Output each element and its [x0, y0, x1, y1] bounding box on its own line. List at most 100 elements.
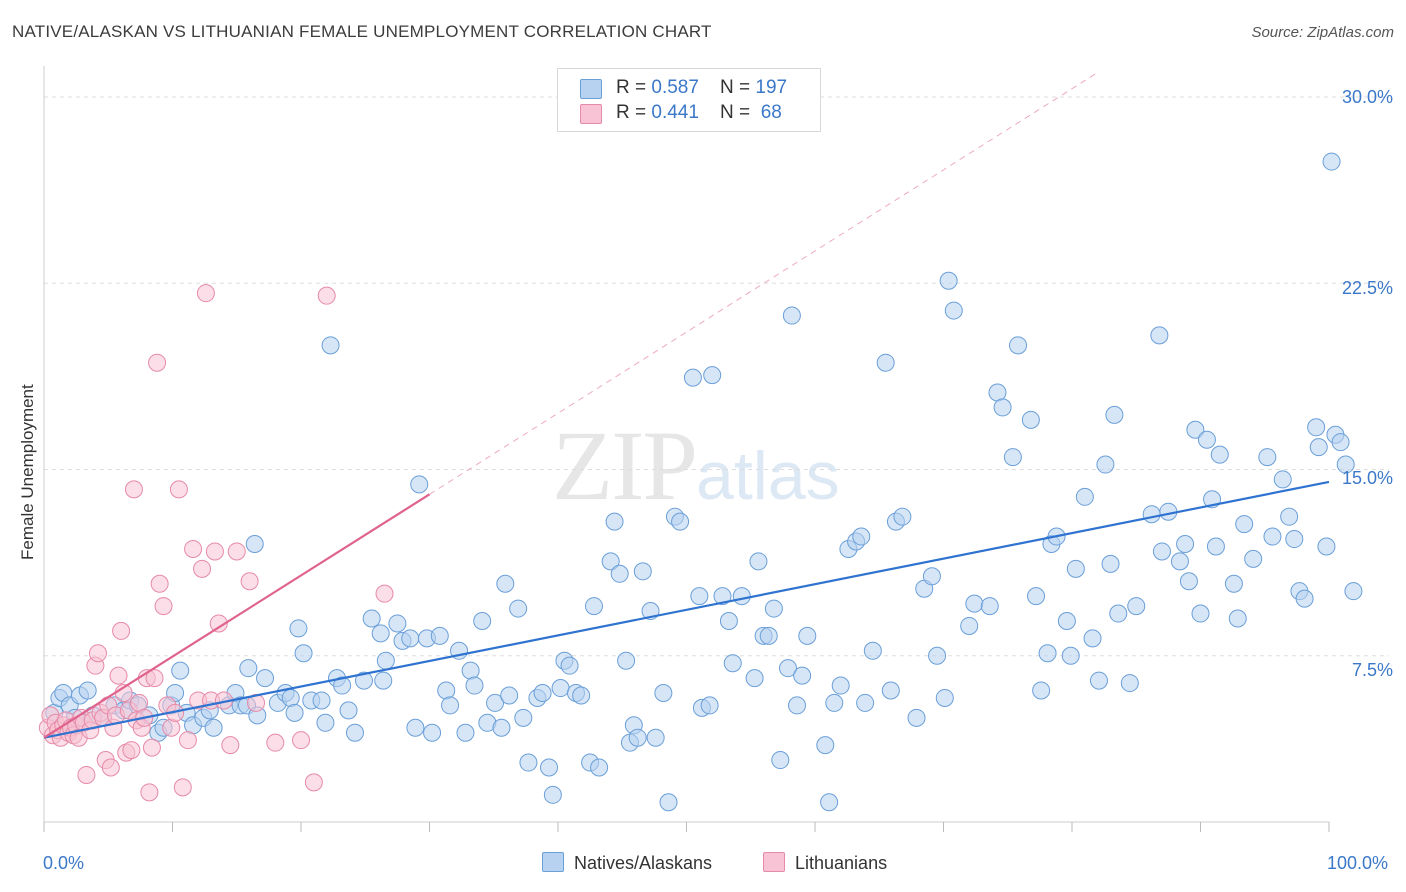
native-point: [509, 599, 528, 618]
native-point: [683, 368, 702, 387]
lithuanian-point: [77, 765, 96, 784]
native-point: [1224, 574, 1243, 593]
native-point: [171, 661, 190, 680]
native-point: [423, 723, 442, 742]
native-point: [1295, 589, 1314, 608]
native-point: [294, 644, 313, 663]
native-point: [1101, 554, 1120, 573]
bottom-legend-natives: Natives/Alaskans: [542, 852, 712, 874]
chart-source: Source: ZipAtlas.com: [1251, 24, 1394, 41]
native-point: [1066, 559, 1085, 578]
lithuanian-point: [124, 480, 143, 499]
lithuanian-point: [101, 758, 120, 777]
native-point: [881, 681, 900, 700]
lithuanian-point: [173, 778, 192, 797]
native-point: [584, 597, 603, 616]
native-point: [78, 681, 97, 700]
bottom-legend-lithuanians: Lithuanians: [763, 852, 887, 874]
native-point: [633, 562, 652, 581]
lithuanian-point: [317, 286, 336, 305]
native-point: [285, 703, 304, 722]
native-point: [456, 723, 475, 742]
native-point: [465, 676, 484, 695]
x-tick-label: 0.0%: [43, 853, 85, 873]
native-point: [820, 793, 839, 812]
native-point: [437, 681, 456, 700]
native-point: [1083, 629, 1102, 648]
native-point: [1336, 455, 1355, 474]
native-point: [239, 659, 258, 678]
native-point: [816, 736, 835, 755]
native-point: [1280, 507, 1299, 526]
native-point: [601, 552, 620, 571]
legend-n-value: 68: [755, 102, 782, 123]
native-point: [1263, 527, 1282, 546]
native-point: [856, 693, 875, 712]
native-point: [1120, 674, 1139, 693]
native-point: [732, 587, 751, 606]
natives-points: [45, 152, 1363, 812]
native-point: [1228, 609, 1247, 628]
lithuanian-point: [209, 614, 228, 633]
lithuanian-point: [109, 666, 128, 685]
native-point: [1142, 505, 1161, 524]
y-tick-label: 30.0%: [1341, 87, 1393, 107]
bottom-legend-natives-label: Natives/Alaskans: [574, 853, 713, 873]
native-point: [1152, 542, 1171, 561]
native-point: [256, 669, 275, 688]
lithuanian-point: [240, 572, 259, 591]
native-point: [1210, 445, 1229, 464]
lithuanian-point: [162, 718, 181, 737]
native-point: [430, 626, 449, 645]
y-tick-label: 15.0%: [1341, 468, 1393, 488]
native-point: [690, 587, 709, 606]
native-point: [486, 693, 505, 712]
native-point: [893, 507, 912, 526]
native-point: [1331, 433, 1350, 452]
native-point: [1285, 530, 1304, 549]
native-point: [1197, 430, 1216, 449]
native-point: [713, 587, 732, 606]
native-point: [1235, 515, 1254, 534]
native-point: [321, 336, 340, 355]
lithuanian-point: [154, 597, 173, 616]
native-point: [500, 686, 519, 705]
lithuanian-point: [178, 731, 197, 750]
bottom-legend-swatch-blue: [542, 852, 564, 872]
native-point: [745, 669, 764, 688]
legend-swatch-blue: [580, 79, 602, 99]
lithuanian-point: [205, 542, 224, 561]
native-point: [1089, 671, 1108, 690]
native-point: [719, 611, 738, 630]
native-point: [610, 564, 629, 583]
native-point: [590, 758, 609, 777]
native-point: [700, 696, 719, 715]
native-point: [1317, 537, 1336, 556]
legend-row-natives: R = 0.587 N = 197: [580, 77, 787, 101]
native-point: [354, 671, 373, 690]
native-point: [1109, 604, 1128, 623]
native-point: [646, 728, 665, 747]
lithuanian-point: [304, 773, 323, 792]
lithuanian-point: [193, 559, 212, 578]
native-point: [703, 366, 722, 385]
legend-n-value: 197: [755, 77, 788, 98]
native-point: [831, 676, 850, 695]
native-point: [852, 527, 871, 546]
legend-row-lithuanians: R = 0.441 N = 68: [580, 102, 782, 126]
native-point: [1038, 644, 1057, 663]
legend-swatch-pink: [580, 104, 602, 124]
native-point: [1170, 552, 1189, 571]
native-point: [1244, 549, 1263, 568]
native-point: [376, 651, 395, 670]
native-point: [965, 594, 984, 613]
native-point: [1105, 405, 1124, 424]
native-point: [1057, 611, 1076, 630]
native-point: [1009, 336, 1028, 355]
native-point: [312, 691, 331, 710]
native-point: [944, 301, 963, 320]
native-point: [749, 552, 768, 571]
native-point: [779, 659, 798, 678]
correlation-legend: R = 0.587 N = 197 R = 0.441 N = 68: [557, 68, 821, 132]
